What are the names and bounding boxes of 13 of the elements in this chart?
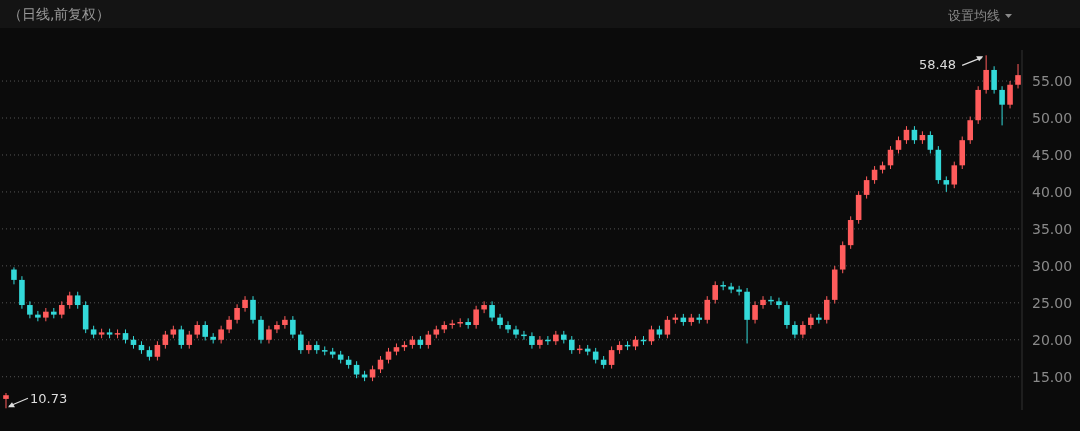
annotation: 58.48 bbox=[918, 57, 957, 73]
y-tick-label: 25.00 bbox=[1032, 294, 1073, 311]
y-tick-label: 45.00 bbox=[1032, 146, 1073, 163]
y-tick-label: 15.00 bbox=[1032, 368, 1073, 385]
chart-title: （日线,前复权） bbox=[8, 6, 111, 22]
annotation: 10.73 bbox=[29, 391, 68, 407]
y-tick-label: 50.00 bbox=[1032, 110, 1073, 127]
y-tick-label: 35.00 bbox=[1032, 220, 1073, 237]
y-tick-label: 20.00 bbox=[1032, 331, 1073, 348]
y-tick-label: 55.00 bbox=[1032, 73, 1073, 90]
y-tick-label: 30.00 bbox=[1032, 257, 1073, 274]
y-tick-label: 40.00 bbox=[1032, 183, 1073, 200]
text: 设置均线 bbox=[948, 8, 1000, 23]
